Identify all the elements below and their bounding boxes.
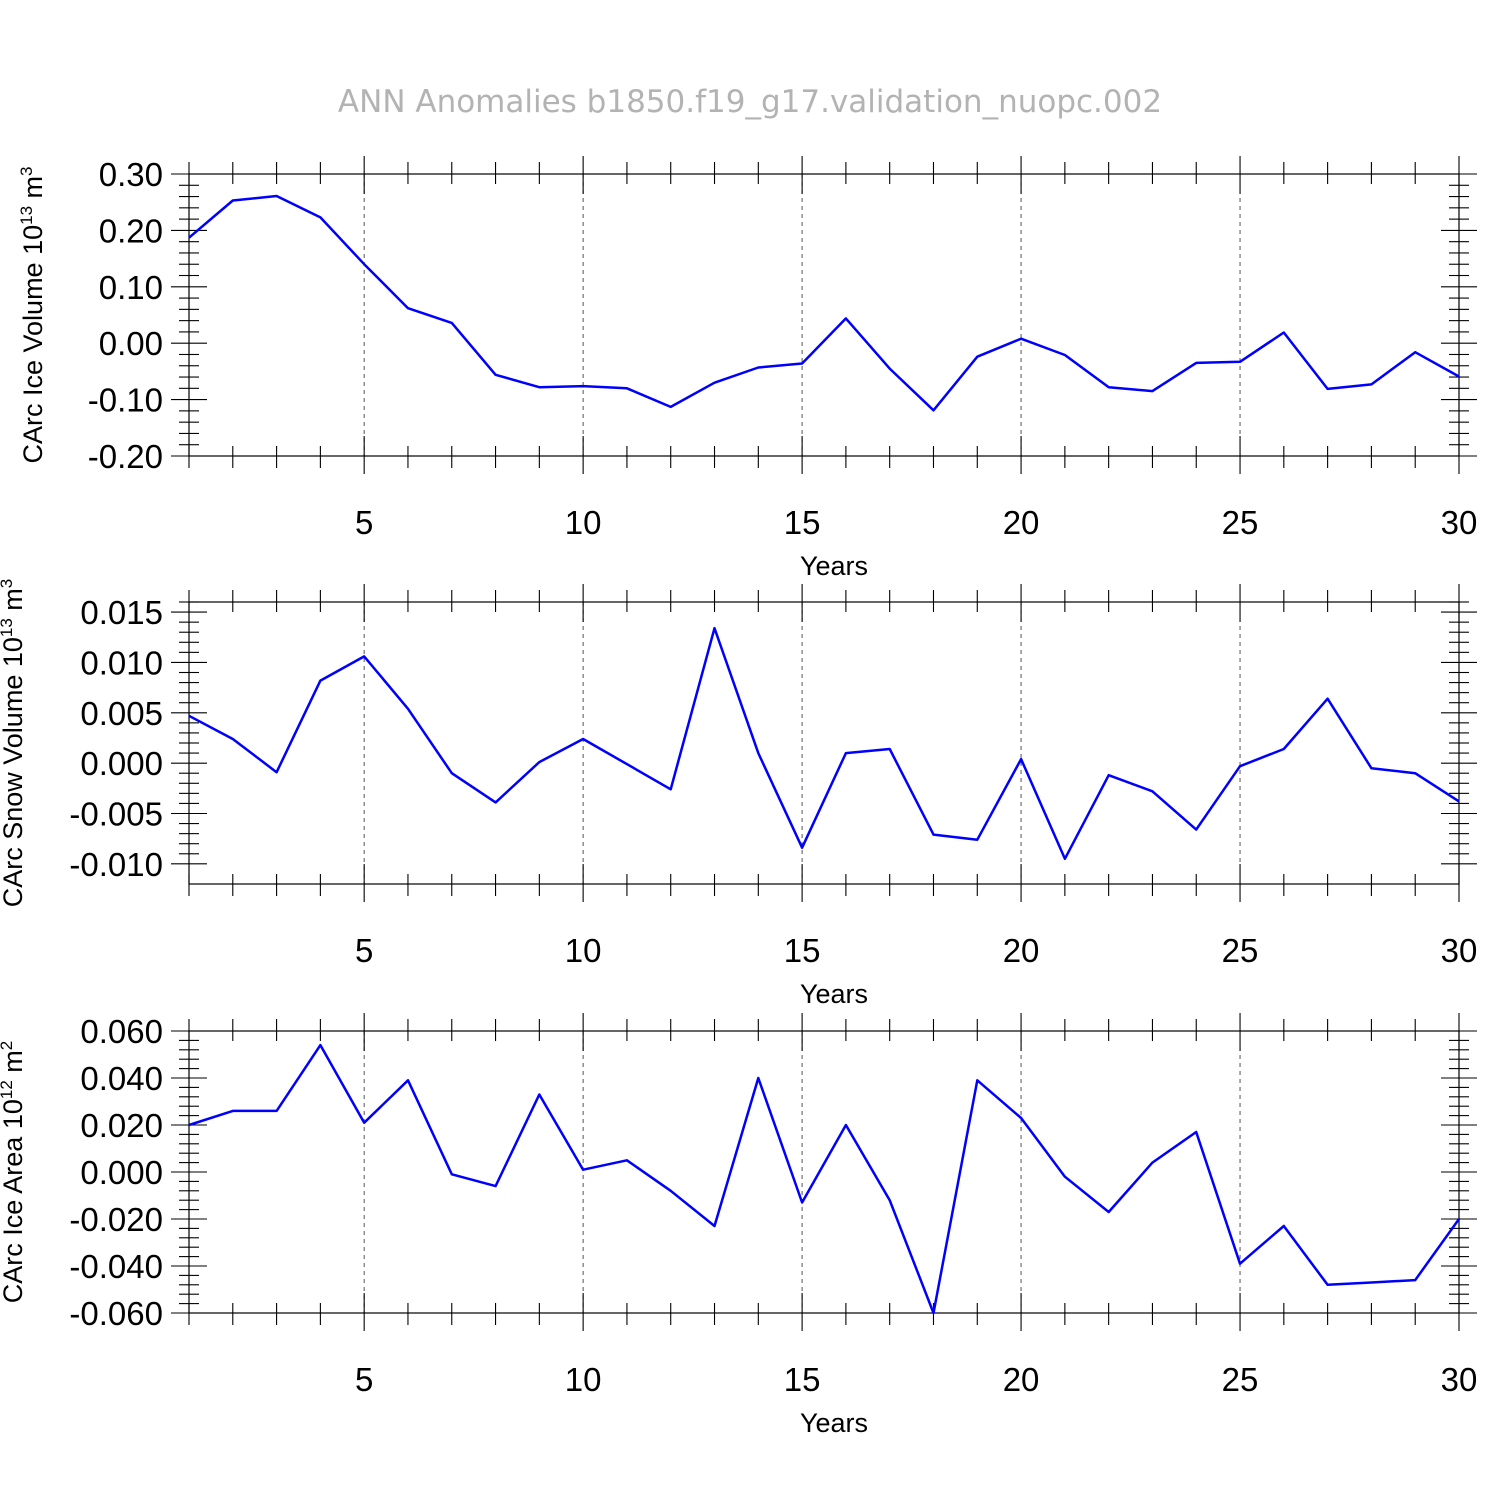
y-axis-title-unit: m xyxy=(0,1050,28,1080)
x-tick-label: 5 xyxy=(355,1361,373,1398)
y-tick-label: 0.10 xyxy=(99,269,163,306)
x-tick-label: 20 xyxy=(1003,1361,1040,1398)
y-axis-title: CArc Snow Volume 1013 m3 xyxy=(0,579,28,908)
x-tick-label: 15 xyxy=(784,932,821,969)
y-axis-title-unit-exponent: 3 xyxy=(17,166,36,175)
series-line xyxy=(188,1043,1461,1315)
x-axis-title: Years xyxy=(800,551,868,581)
y-tick-label: 0.005 xyxy=(80,695,163,732)
y-axis-title-exponent: 13 xyxy=(17,206,36,225)
y-tick-label: 0.30 xyxy=(99,156,163,193)
x-axis-title: Years xyxy=(800,1408,868,1438)
panel-2: -0.010 -0.005 0.000 0.005 0.010 0.015 5 10 15 20 2… xyxy=(0,579,1477,1009)
plot-frame xyxy=(188,173,1460,457)
series-line xyxy=(188,194,1460,412)
y-tick-label: -0.10 xyxy=(88,382,163,419)
y-tick-label: 0.20 xyxy=(99,212,163,249)
y-axis-title-exponent: 12 xyxy=(0,1080,16,1099)
y-axis-title-unit: m xyxy=(18,176,48,206)
y-tick-label: 0.060 xyxy=(80,1013,163,1050)
x-tick-label: 5 xyxy=(355,504,373,541)
x-tick-label: 25 xyxy=(1222,504,1259,541)
x-axis-title: Years xyxy=(800,979,868,1009)
y-axis-title-exponent: 13 xyxy=(0,618,16,637)
y-tick-label: -0.20 xyxy=(88,438,163,475)
x-tick-label: 15 xyxy=(784,1361,821,1398)
y-tick-label: 0.020 xyxy=(80,1107,163,1144)
y-tick-label: 0.00 xyxy=(99,325,163,362)
y-axis-title: CArc Ice Area 1012 m2 xyxy=(0,1041,28,1304)
x-tick-label: 20 xyxy=(1003,504,1040,541)
y-axis-title-unit: m xyxy=(0,588,28,618)
y-tick-label: -0.005 xyxy=(69,796,163,833)
x-tick-label: 20 xyxy=(1003,932,1040,969)
x-tick-label: 10 xyxy=(565,504,602,541)
x-tick-label: 25 xyxy=(1222,932,1259,969)
y-tick-label: 0.000 xyxy=(80,745,163,782)
y-axis-title-text: CArc Ice Area 10 xyxy=(0,1099,28,1303)
y-axis-title: CArc Ice Volume 1013 m3 xyxy=(17,166,48,463)
series-line xyxy=(188,626,1460,861)
x-tick-label: 25 xyxy=(1222,1361,1259,1398)
panels: -0.20-0.100.000.100.200.305 10 15 20 25 30Yea… xyxy=(0,156,1477,1438)
plot-frame xyxy=(188,601,1460,885)
x-tick-label: 15 xyxy=(784,504,821,541)
plot-frame xyxy=(188,1030,1460,1314)
x-tick-label: 5 xyxy=(355,932,373,969)
y-axis-title-text: CArc Snow Volume 10 xyxy=(0,637,28,907)
y-tick-label: 0.040 xyxy=(80,1060,163,1097)
x-tick-label: 10 xyxy=(565,932,602,969)
panel-1: -0.20 -0.10 0.00 0.10 0.20 0.30 5 10 15 20 25 30 Yea… xyxy=(17,156,1477,581)
y-tick-label: 0.015 xyxy=(80,594,163,631)
figure-title: ANN Anomalies b1850.f19_g17.validation_n… xyxy=(338,84,1162,120)
y-tick-label: -0.020 xyxy=(69,1201,163,1238)
y-tick-label: -0.060 xyxy=(69,1295,163,1332)
y-axis-title-unit-exponent: 3 xyxy=(0,579,16,588)
y-tick-label: -0.010 xyxy=(69,846,163,883)
y-tick-label: -0.040 xyxy=(69,1248,163,1285)
x-tick-label: 30 xyxy=(1441,504,1478,541)
panel-3: -0.060 -0.040 -0.020 0.000 0.020 0.040 0.060 5 1… xyxy=(0,1013,1477,1438)
y-axis-title-unit-exponent: 2 xyxy=(0,1041,16,1050)
x-tick-label: 10 xyxy=(565,1361,602,1398)
y-axis-title-text: CArc Ice Volume 10 xyxy=(18,225,48,464)
y-tick-label: 0.000 xyxy=(80,1154,163,1191)
x-tick-label: 30 xyxy=(1441,932,1478,969)
x-tick-label: 30 xyxy=(1441,1361,1478,1398)
y-tick-label: 0.010 xyxy=(80,644,163,681)
